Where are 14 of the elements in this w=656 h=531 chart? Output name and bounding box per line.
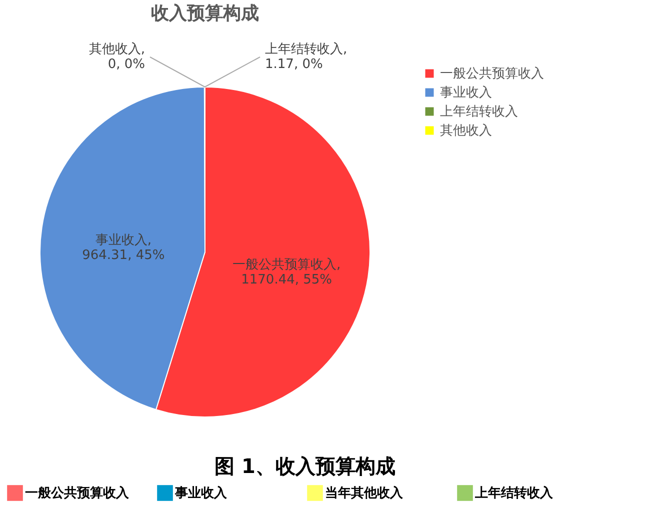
data-label: 一般公共预算收入, 1170.44, 55% [232,257,341,288]
category-label: 当年其他收入 [325,485,404,501]
text: 其他收入, 0, 0% [88,42,145,72]
legend-label: 事业收入 [440,86,492,100]
legend-label: 上年结转收入 [440,104,518,120]
category-label: 上年结转收入 [474,485,554,501]
data-label: 事业收入, 964.31, 45% [82,232,165,263]
category-label: 事业收入 [174,485,228,501]
data-label: 上年结转收入, 1.17, 0% [265,42,348,72]
legend-label: 其他收入 [440,124,492,138]
text: 图 1、收入预算构成 [214,454,396,478]
category-label: 一般公共预算收入 [25,485,130,501]
legend-label: 一般公共预算收入 [440,66,544,82]
chart-title: 收入预算构成 [151,3,259,24]
